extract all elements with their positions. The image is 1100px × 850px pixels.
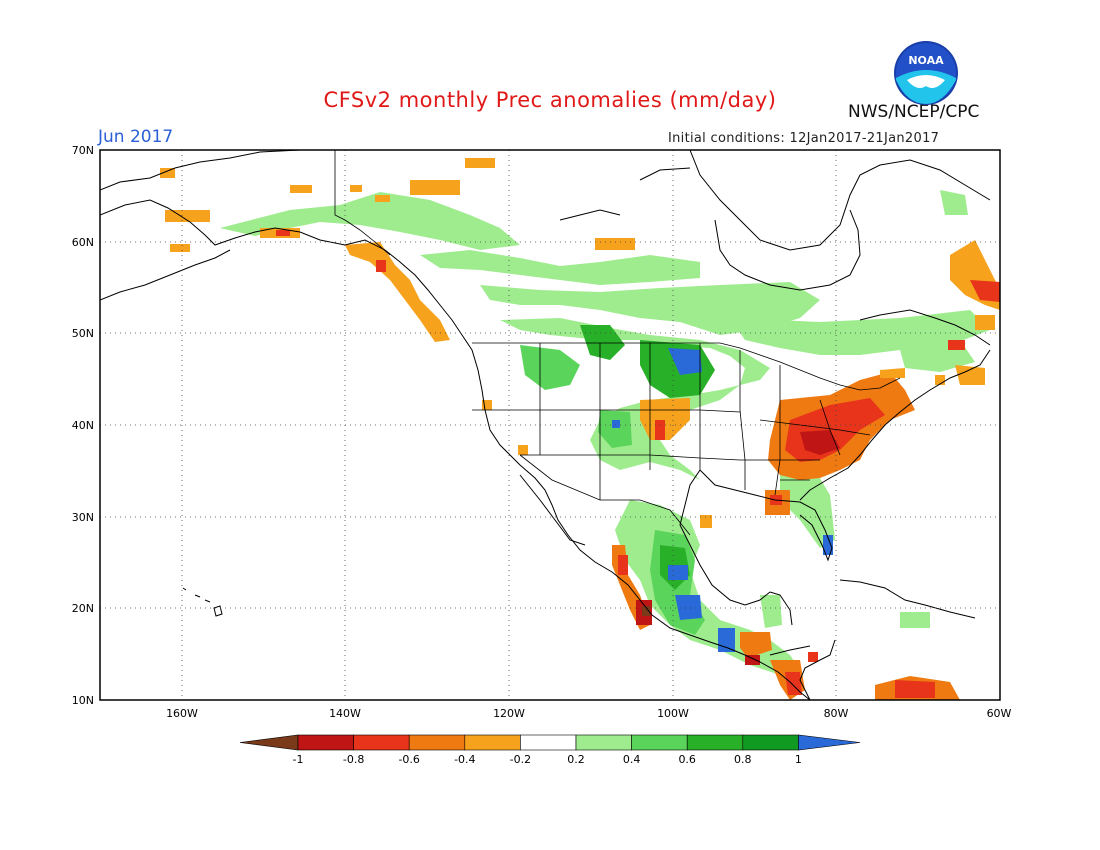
colorbar-tick-label: -0.6 — [398, 753, 419, 766]
forecast-month: Jun 2017 — [98, 127, 174, 147]
colorbar-swatch — [408, 734, 466, 751]
colorbar-swatch — [464, 734, 521, 751]
lon-label: 160W — [166, 707, 198, 720]
colorbar-arrow-high — [798, 734, 861, 751]
colorbar-tick-label: -0.2 — [510, 753, 531, 766]
initial-conditions: Initial conditions: 12Jan2017-21Jan2017 — [668, 131, 940, 146]
lon-label: 60W — [987, 707, 1012, 720]
colorbar-tick-label: 0.6 — [678, 753, 696, 766]
longitude-labels: 160W 140W 120W 100W 80W 60W — [166, 707, 1011, 720]
noaa-logo-icon: NOAA — [894, 41, 958, 105]
colorbar-tick-label: -0.8 — [343, 753, 364, 766]
colorbar-tick-label: -1 — [293, 753, 304, 766]
colorbar-swatch — [686, 734, 744, 751]
lat-label: 50N — [72, 327, 94, 340]
colorbar-tick-label: -0.4 — [454, 753, 475, 766]
lat-label: 30N — [72, 511, 94, 524]
lon-label: 120W — [493, 707, 525, 720]
coastlines — [100, 150, 991, 700]
colorbar-swatch — [353, 734, 410, 751]
lon-label: 100W — [657, 707, 689, 720]
anomaly-shading — [160, 158, 1000, 700]
lat-label: 20N — [72, 602, 94, 615]
lat-label: 40N — [72, 419, 94, 432]
map-frame — [99, 149, 1001, 701]
colorbar-arrow-low — [239, 734, 299, 751]
map-title: CFSv2 monthly Prec anomalies (mm/day) — [323, 88, 777, 112]
political-borders — [334, 150, 901, 536]
colorbar: -1 -0.8 -0.6 -0.4 -0.2 0.2 0.4 0.6 0.8 1 — [239, 734, 861, 766]
hawaii-islands — [182, 587, 223, 617]
svg-text:NOAA: NOAA — [908, 54, 944, 67]
colorbar-swatch — [742, 734, 799, 751]
lon-label: 80W — [824, 707, 849, 720]
colorbar-tick-label: 0.4 — [623, 753, 641, 766]
colorbar-tick-label: 1 — [795, 753, 802, 766]
lon-label: 140W — [329, 707, 361, 720]
colorbar-tick-label: 0.2 — [567, 753, 585, 766]
colorbar-tick-label: 0.8 — [734, 753, 752, 766]
lat-label: 10N — [72, 694, 94, 707]
lat-label: 60N — [72, 236, 94, 249]
colorbar-swatch — [297, 734, 354, 751]
latitude-labels: 70N 60N 50N 40N 30N 20N 10N — [72, 144, 94, 707]
lat-label: 70N — [72, 144, 94, 157]
colorbar-swatch — [631, 734, 688, 751]
colorbar-swatch — [575, 734, 632, 751]
organization-label: NWS/NCEP/CPC — [848, 102, 980, 122]
grid-lines — [100, 150, 1000, 700]
colorbar-swatch — [520, 734, 577, 751]
